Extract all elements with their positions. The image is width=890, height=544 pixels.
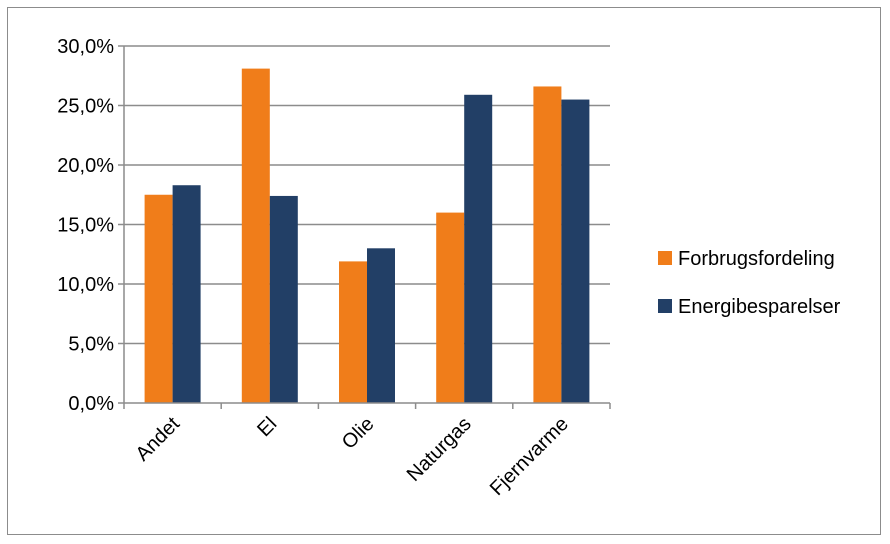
legend-label: Energibesparelser xyxy=(678,296,841,318)
bar-energibesparelser-naturgas xyxy=(464,94,493,403)
gridlines xyxy=(124,45,610,345)
legend-swatch xyxy=(658,251,672,265)
y-tick-label: 25,0% xyxy=(57,96,114,118)
x-tick-labels: Andet El Olie Naturgas Fjernvarme xyxy=(132,413,573,500)
y-tick-label: 5,0% xyxy=(68,334,114,356)
y-tick-labels: 0,0% 5,0% 10,0% 15,0% 20,0% 25,0% 30,0% xyxy=(57,36,114,415)
legend: Forbrugsfordeling Energibesparelser xyxy=(658,248,841,318)
y-tick-label: 30,0% xyxy=(57,36,114,58)
bar-energibesparelser-el xyxy=(269,195,298,403)
x-tick-label: El xyxy=(253,413,281,441)
y-tick-label: 20,0% xyxy=(57,155,114,177)
legend-label: Forbrugsfordeling xyxy=(678,248,835,270)
axes xyxy=(118,45,611,409)
bar-energibesparelser-andet xyxy=(172,185,201,403)
bar-forbrugsfordeling-el xyxy=(241,68,270,404)
bar-energibesparelser-olie xyxy=(367,248,395,403)
bar-forbrugsfordeling-naturgas xyxy=(436,212,465,403)
y-tick-label: 0,0% xyxy=(68,393,114,415)
bars xyxy=(144,68,590,404)
y-tick-label: 15,0% xyxy=(57,215,114,237)
bar-forbrugsfordeling-fjernvarme xyxy=(533,86,562,404)
bar-energibesparelser-fjernvarme xyxy=(561,99,590,404)
y-tick-label: 10,0% xyxy=(57,274,114,296)
bar-forbrugsfordeling-olie xyxy=(339,261,367,403)
x-tick-label: Naturgas xyxy=(403,413,476,486)
bar-forbrugsfordeling-andet xyxy=(144,194,173,403)
x-tick-label: Andet xyxy=(132,413,185,466)
x-tick-label: Fjernvarme xyxy=(486,413,573,500)
legend-swatch xyxy=(658,299,672,313)
x-tick-label: Olie xyxy=(338,413,379,454)
